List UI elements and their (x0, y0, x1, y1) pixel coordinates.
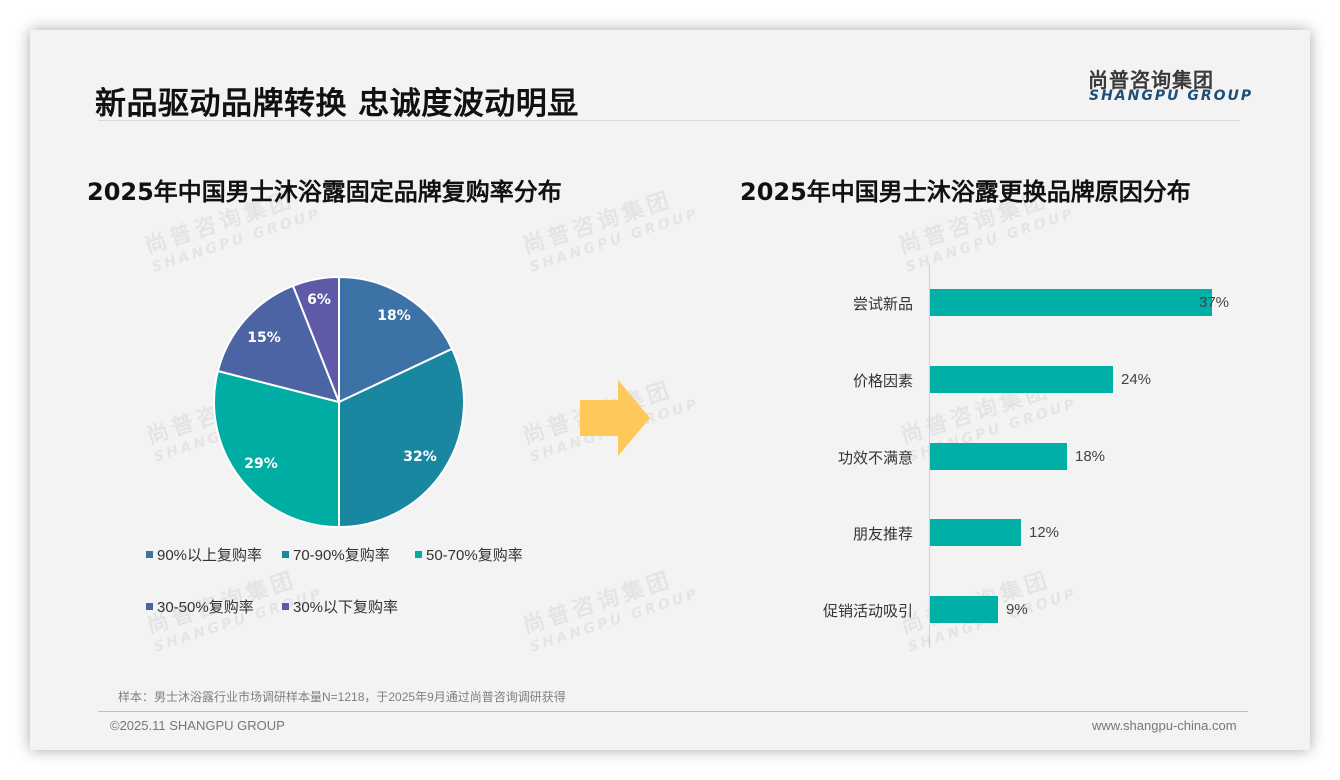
pie-label-30-50: 15% (247, 330, 281, 346)
pie-slice-below-30 (291, 275, 340, 403)
bar-friend (930, 519, 1021, 546)
pie-label-70-90: 32% (403, 449, 437, 465)
website-link[interactable]: www.shangpu-china.com (1092, 718, 1237, 733)
legend-item-50-70: 50-70%复购率 (415, 544, 523, 565)
sample-note: 样本：男士沐浴露行业市场调研样本量N=1218，于2025年9月通过尚普咨询调研… (118, 690, 566, 704)
legend-swatch (146, 551, 153, 558)
bar-price (930, 366, 1113, 393)
legend-swatch (282, 603, 289, 610)
legend-item-below-30: 30%以下复购率 (282, 596, 398, 617)
bar-label-try-new: 尝试新品 (852, 296, 913, 313)
title-divider (98, 120, 1240, 121)
bar-chart-title: 2025年中国男士沐浴露更换品牌原因分布 (740, 178, 1191, 206)
bar-value-efficacy: 18% (1075, 448, 1106, 465)
legend-swatch (415, 551, 422, 558)
footer-divider (98, 711, 1248, 712)
bar-efficacy (930, 443, 1067, 470)
copyright: ©2025.11 SHANGPU GROUP (110, 718, 285, 733)
bar-value-price: 24% (1121, 371, 1152, 388)
slide: 尚普咨询集团 SHANGPU GROUP 尚普咨询集团 SHANGPU GROUP … (30, 30, 1310, 750)
bar-try-new (930, 289, 1212, 316)
pie-slice-90-plus (338, 275, 454, 404)
legend-item-90-plus: 90%以上复购率 (146, 544, 262, 565)
pie-label-90-plus: 18% (377, 308, 411, 324)
bar-value-friend: 12% (1029, 524, 1060, 541)
legend-item-70-90: 70-90%复购率 (282, 544, 390, 565)
legend-swatch (282, 551, 289, 558)
page-title: 新品驱动品牌转换 忠诚度波动明显 (95, 86, 579, 122)
bar-label-friend: 朋友推荐 (852, 526, 913, 543)
arrow-right-icon (580, 380, 650, 456)
pie-slice-70-90 (338, 347, 465, 529)
pie-chart: 18% 32% 29% 15% 6% (213, 275, 465, 529)
bar-value-try-new: 37% (1199, 294, 1230, 311)
legend-item-30-50: 30-50%复购率 (146, 596, 254, 617)
bar-label-promotion: 促销活动吸引 (822, 603, 913, 620)
legend-swatch (146, 603, 153, 610)
bar-promotion (930, 596, 998, 623)
pie-slice-30-50 (216, 284, 341, 404)
pie-slice-50-70 (213, 369, 340, 529)
bar-chart-axis (929, 265, 930, 648)
logo-chinese: 尚普咨询集团 (1088, 68, 1214, 92)
pie-chart-title: 2025年中国男士沐浴露固定品牌复购率分布 (87, 178, 562, 206)
bar-label-price: 价格因素 (852, 373, 913, 390)
bar-value-promotion: 9% (1006, 601, 1028, 618)
logo-english: SHANGPU GROUP (1089, 88, 1254, 104)
bar-label-efficacy: 功效不满意 (837, 450, 913, 467)
pie-label-50-70: 29% (244, 456, 278, 472)
pie-label-below-30: 6% (307, 292, 331, 308)
